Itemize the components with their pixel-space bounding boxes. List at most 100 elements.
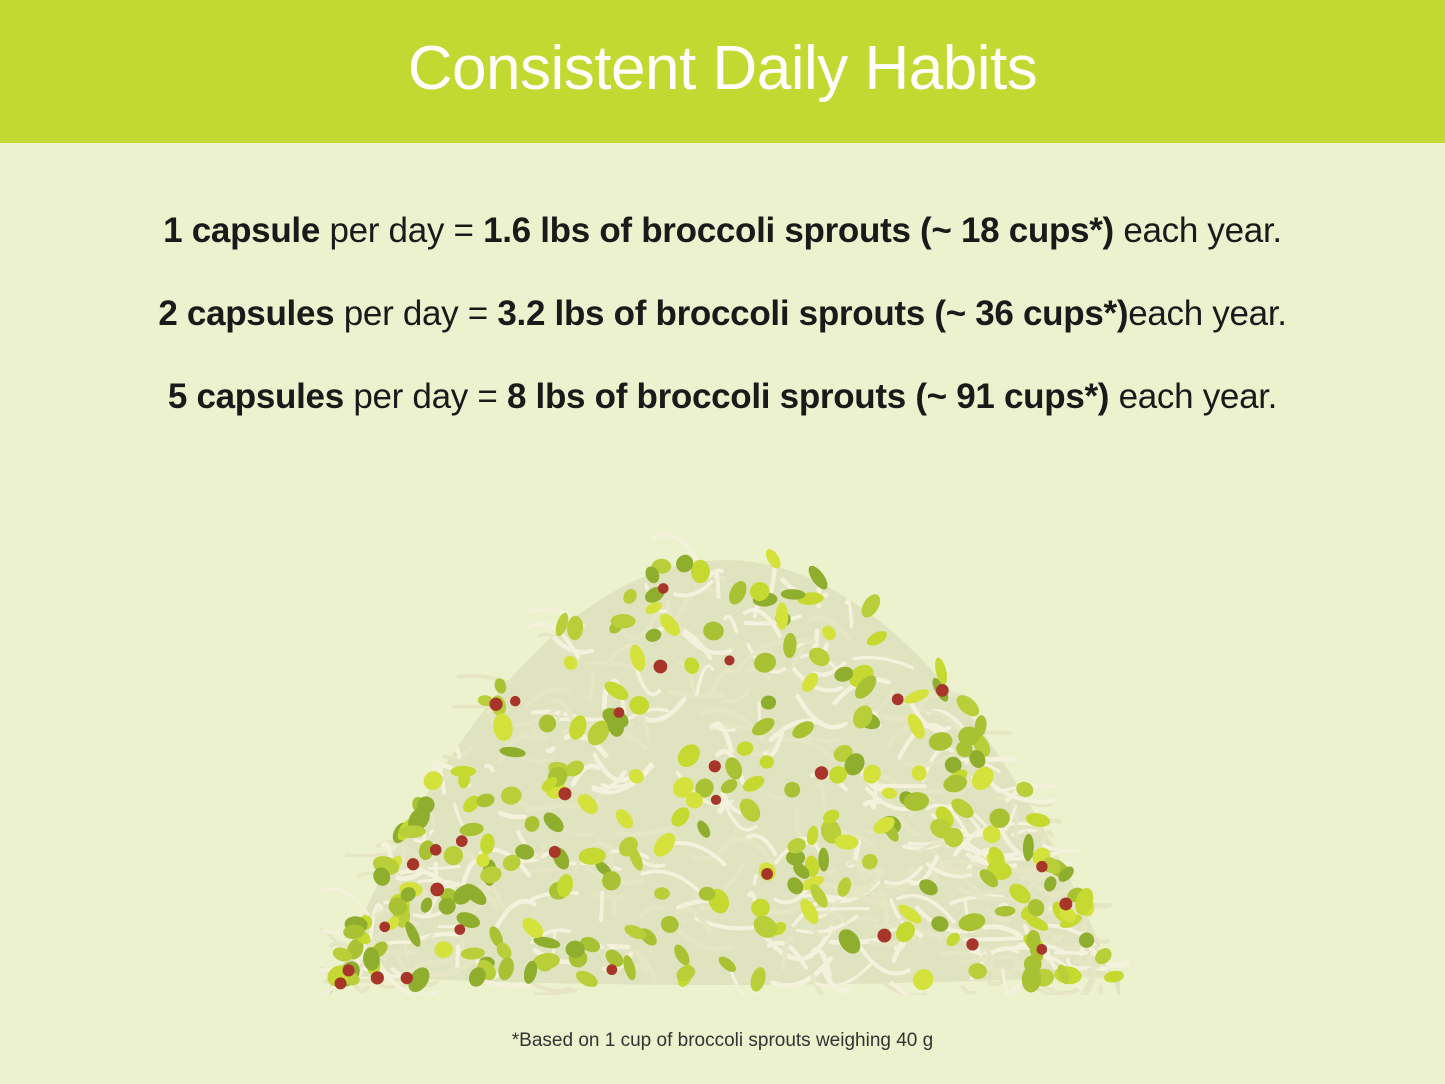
- sprout-stem: [527, 621, 581, 660]
- sprout-seed: [454, 924, 466, 935]
- sprout-leaf: [659, 613, 680, 636]
- sprout-stem: [381, 841, 394, 863]
- capsule-count: 5 capsules: [167, 377, 344, 416]
- sprout-seed: [658, 583, 669, 594]
- sprout-stem: [711, 724, 736, 733]
- sprout-stem: [320, 887, 371, 917]
- sprout-leaf: [580, 936, 601, 953]
- sprout-stem: [852, 655, 914, 670]
- sprout-seed: [379, 921, 391, 933]
- sprout-leaf: [759, 755, 774, 769]
- sprout-stem: [897, 815, 919, 833]
- sprout-stem: [521, 709, 565, 738]
- sprout-stem: [946, 923, 965, 940]
- sprout-stem: [673, 906, 713, 934]
- sprout-leaf: [489, 926, 504, 948]
- sprout-leaf: [624, 924, 647, 940]
- sprout-leaf: [522, 917, 544, 938]
- sprout-leaf: [1104, 970, 1124, 983]
- sprout-stem: [918, 916, 923, 945]
- sprout-leaf: [752, 717, 775, 736]
- sprout-leaf: [895, 921, 915, 943]
- sprout-leaf: [438, 897, 456, 915]
- sprout-leaf: [541, 776, 558, 792]
- sprout-leaf: [944, 756, 962, 774]
- sprout-leaf: [844, 753, 865, 776]
- sprout-seed: [558, 787, 572, 801]
- sprout-leaf: [563, 656, 578, 670]
- sprout-leaf: [1026, 929, 1041, 951]
- sprout-leaf: [862, 853, 878, 870]
- sprout-stem: [637, 715, 651, 741]
- sprout-leaf: [515, 844, 535, 860]
- sprout-leaf: [476, 793, 495, 808]
- sprout-stem: [768, 718, 824, 743]
- sprout-stem: [814, 960, 875, 988]
- sprout-leaf: [988, 846, 1005, 867]
- sprout-seed: [370, 971, 384, 985]
- sprout-stem: [604, 643, 645, 668]
- sprout-leaf: [463, 795, 480, 813]
- sprout-stem: [598, 890, 605, 923]
- sprout-stem: [600, 762, 653, 790]
- sprout-leaf: [834, 834, 859, 850]
- sprout-stem: [941, 859, 986, 869]
- sprout-leaf: [523, 960, 538, 984]
- sprout-stem: [537, 632, 566, 657]
- sprout-stem: [737, 649, 775, 671]
- sprout-leaf: [935, 657, 947, 685]
- sprout-stem: [985, 908, 1012, 923]
- sprout-leaf: [971, 766, 994, 791]
- sprout-leaf: [443, 846, 464, 866]
- each-year-text: each year.: [1109, 377, 1278, 416]
- sprout-leaf: [753, 915, 778, 938]
- sprout-stem: [810, 946, 833, 978]
- sprout-leaf: [852, 705, 873, 729]
- capsule-count: 1 capsule: [163, 211, 321, 250]
- sprout-leaf: [557, 874, 574, 898]
- sprout-seed: [548, 845, 561, 858]
- sprout-leaf: [645, 601, 662, 615]
- sprout-stem: [742, 607, 782, 638]
- sprout-stem: [640, 869, 704, 896]
- sprout-stem: [368, 902, 384, 941]
- sprout-leaf: [685, 792, 703, 809]
- sprout-leaf: [629, 696, 650, 715]
- capsule-count: 2 capsules: [158, 294, 335, 333]
- sprout-seed: [814, 766, 829, 780]
- sprout-seed: [455, 835, 468, 847]
- sprout-leaf: [684, 657, 700, 674]
- sprout-stem: [1098, 984, 1103, 995]
- sprout-leaf: [645, 628, 662, 642]
- page-title: Consistent Daily Habits: [407, 34, 1038, 103]
- sprout-leaf: [742, 775, 765, 792]
- sprout-leaf: [775, 602, 789, 631]
- sprout-seed: [653, 659, 668, 674]
- sprout-leaf: [565, 940, 585, 958]
- sprout-stem: [811, 828, 875, 847]
- sprout-stem: [640, 696, 687, 723]
- sprout-stem: [1079, 970, 1097, 995]
- sprout-leaf: [671, 807, 690, 827]
- sprout-leaf: [610, 613, 636, 629]
- sprout-leaf: [787, 877, 804, 895]
- sprout-leaf: [418, 840, 435, 861]
- sprout-seed: [406, 858, 420, 871]
- sprout-leaf: [1095, 948, 1112, 965]
- sprout-stem: [884, 865, 924, 886]
- sprout-leaf: [569, 715, 587, 740]
- sprout-leaf: [630, 644, 646, 672]
- sprout-stem: [549, 698, 575, 723]
- sprout-stem: [795, 914, 859, 934]
- sprout-leaf: [577, 794, 598, 814]
- sprout-leaf: [1009, 883, 1031, 904]
- sprout-leaf: [786, 849, 806, 866]
- sprout-stem: [672, 580, 714, 598]
- sprout-leaf: [623, 955, 636, 981]
- sprout-leaf: [654, 887, 670, 900]
- sprout-stem: [1040, 952, 1074, 969]
- equivalent-line-3: 5 capsules per day = 8 lbs of broccoli s…: [0, 371, 1445, 454]
- sprout-stem: [1091, 935, 1111, 944]
- sprout-stem: [776, 737, 838, 764]
- sprout-stem: [614, 824, 677, 837]
